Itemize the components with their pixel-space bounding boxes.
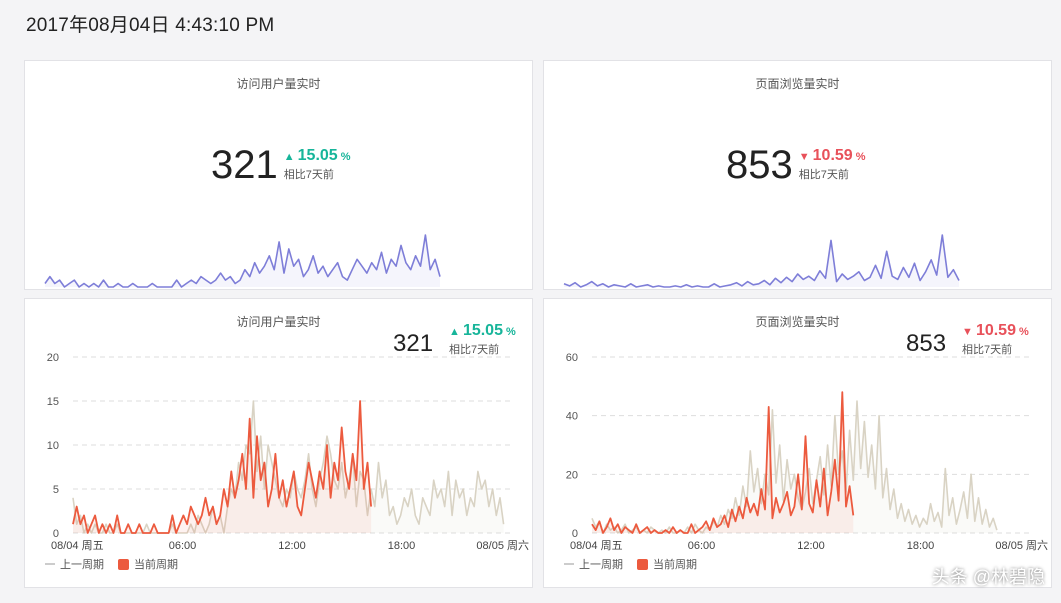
x-tick-label: 06:00: [688, 540, 716, 552]
x-tick-label: 08/04 周五: [570, 539, 623, 552]
kpi-compare-label: 相比7天前: [449, 344, 500, 356]
watermark: 头条 @林碧隐: [931, 567, 1045, 587]
kpi-change: ▼ 10.59%: [798, 147, 866, 164]
kpi-value: 321: [211, 143, 278, 187]
legend-item-current[interactable]: 当前周期: [118, 556, 178, 572]
series-line-previous: [72, 400, 505, 534]
series-line-previous: [591, 400, 998, 534]
card-title: 页面浏览量实时: [755, 77, 840, 91]
card-pv-chart: 0 20 40 60 08/04 周五 06:00 12:00 18:00 08/05 周六 页…: [543, 298, 1052, 588]
y-tick-label: 20: [47, 352, 59, 364]
kpi-value: 853: [726, 143, 793, 187]
kpi-change: ▼ 10.59%: [962, 322, 1029, 339]
y-tick-label: 5: [53, 484, 59, 496]
y-tick-label: 20: [566, 469, 578, 481]
x-tick-label: 12:00: [797, 540, 825, 552]
kpi-value: 853: [906, 330, 947, 357]
sparkline-chart: [563, 234, 960, 288]
y-tick-label: 0: [53, 528, 59, 540]
card-pv-realtime: 页面浏览量实时 853 ▼ 10.59% 相比7天前: [543, 60, 1052, 290]
card-title: 访问用户量实时: [236, 315, 321, 329]
arrow-down-icon: ▼: [962, 326, 973, 338]
legend-item-previous[interactable]: 上一周期: [564, 556, 623, 572]
legend-item-previous[interactable]: 上一周期: [45, 556, 104, 572]
y-tick-label: 40: [566, 411, 578, 423]
kpi-compare-label: 相比7天前: [283, 169, 334, 181]
kpi-compare-label: 相比7天前: [798, 169, 849, 181]
legend-swatch-line: [45, 563, 55, 565]
line-chart: 0 20 40 60 08/04 周五 06:00 12:00 18:00 08/05 周六: [566, 352, 1048, 552]
kpi-compare-label: 相比7天前: [962, 344, 1013, 356]
card-title: 访问用户量实时: [236, 77, 321, 91]
series-area-current: [73, 401, 372, 533]
arrow-down-icon: ▼: [798, 151, 810, 163]
card-uv-realtime: 访问用户量实时 321 ▲ 15.05% 相比7天前: [24, 60, 533, 290]
kpi-block: 853 ▼ 10.59% 相比7天前: [906, 323, 1029, 357]
sparkline-chart: [44, 234, 441, 288]
card-title: 页面浏览量实时: [755, 315, 840, 329]
series-area-previous: [73, 401, 504, 533]
legend-swatch-line: [564, 563, 574, 565]
legend-item-current[interactable]: 当前周期: [637, 556, 697, 572]
card-uv-chart: 0 5 10 15 20 08/04 周五 06:00 12:00 18:00 08/05 周六 …: [24, 298, 533, 588]
sparkline-line: [563, 234, 960, 288]
arrow-up-icon: ▲: [449, 326, 460, 338]
kpi-value: 321: [393, 330, 434, 357]
y-tick-label: 60: [566, 352, 578, 364]
x-tick-label: 08/04 周五: [51, 539, 104, 552]
page-title: 2017年08月04日 4:43:10 PM: [26, 15, 275, 36]
x-tick-label: 08/05 周六: [995, 539, 1048, 552]
x-tick-label: 18:00: [907, 540, 935, 552]
x-tick-label: 12:00: [278, 540, 306, 552]
kpi-block: 321 ▲ 15.05% 相比7天前: [211, 145, 350, 185]
y-tick-label: 0: [572, 528, 578, 540]
chart-legend: 上一周期 当前周期: [564, 556, 697, 572]
series-line-current: [72, 400, 372, 534]
line-chart: 0 5 10 15 20 08/04 周五 06:00 12:00 18:00 08/05 周六: [47, 352, 529, 552]
x-tick-label: 18:00: [388, 540, 416, 552]
x-tick-label: 08/05 周六: [476, 539, 529, 552]
kpi-change: ▲ 15.05%: [283, 147, 351, 164]
legend-swatch-box: [118, 558, 129, 570]
kpi-block: 853 ▼ 10.59% 相比7天前: [726, 145, 865, 185]
kpi-change: ▲ 15.05%: [449, 322, 516, 339]
legend-swatch-box: [637, 558, 648, 570]
kpi-block: 321 ▲ 15.05% 相比7天前: [393, 323, 516, 357]
y-tick-label: 15: [47, 396, 59, 408]
sparkline-area: [564, 235, 959, 287]
sparkline-line: [44, 234, 441, 288]
series-area-current: [592, 392, 854, 533]
x-tick-label: 06:00: [169, 540, 197, 552]
chart-legend: 上一周期 当前周期: [45, 556, 178, 572]
series-line-current: [591, 391, 855, 534]
arrow-up-icon: ▲: [283, 151, 295, 163]
y-tick-label: 10: [47, 440, 59, 452]
sparkline-area: [45, 235, 440, 287]
